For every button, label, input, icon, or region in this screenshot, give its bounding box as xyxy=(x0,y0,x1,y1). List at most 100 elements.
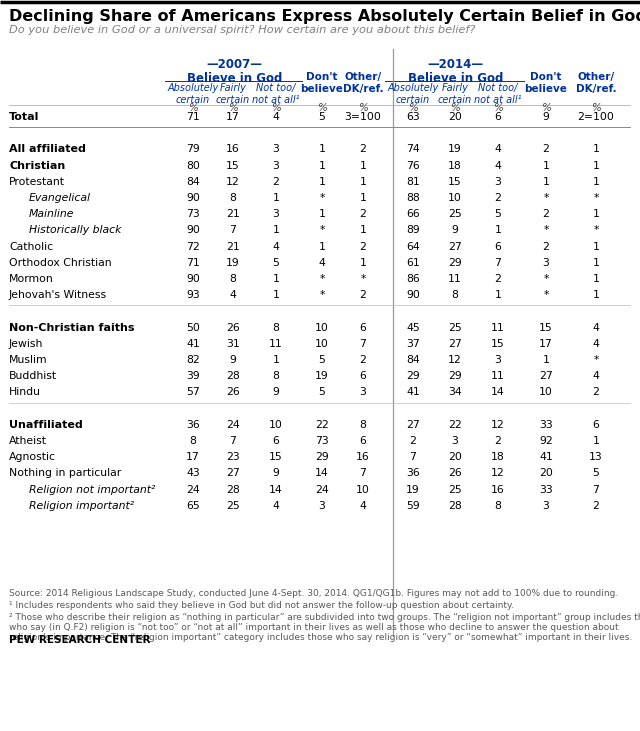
Text: 9: 9 xyxy=(452,225,458,235)
Text: 7: 7 xyxy=(360,469,367,478)
Text: 15: 15 xyxy=(226,161,240,170)
Text: 8: 8 xyxy=(495,501,501,511)
Text: 84: 84 xyxy=(186,177,200,187)
Text: 6: 6 xyxy=(273,436,280,446)
Text: Not too/
not at all¹: Not too/ not at all¹ xyxy=(474,83,522,105)
Text: Declining Share of Americans Express Absolutely Certain Belief in God: Declining Share of Americans Express Abs… xyxy=(9,9,640,24)
Text: 89: 89 xyxy=(406,225,420,235)
Text: 1: 1 xyxy=(360,177,367,187)
Text: Other/
DK/ref.: Other/ DK/ref. xyxy=(342,72,383,94)
Text: 12: 12 xyxy=(448,355,462,365)
Text: 36: 36 xyxy=(186,420,200,430)
Text: *: * xyxy=(319,274,324,284)
Text: 4: 4 xyxy=(495,161,501,170)
Text: 8: 8 xyxy=(189,436,196,446)
Text: Protestant: Protestant xyxy=(9,177,65,187)
Text: 1: 1 xyxy=(273,193,280,203)
Text: 9: 9 xyxy=(273,387,280,398)
Text: 26: 26 xyxy=(226,322,240,333)
Text: 79: 79 xyxy=(186,145,200,154)
Text: 2: 2 xyxy=(593,387,600,398)
Text: 5: 5 xyxy=(319,387,325,398)
Text: %: % xyxy=(188,103,198,113)
Text: 50: 50 xyxy=(186,322,200,333)
Text: 93: 93 xyxy=(186,290,200,300)
Text: 12: 12 xyxy=(491,420,505,430)
Text: 3: 3 xyxy=(452,436,458,446)
Text: 25: 25 xyxy=(448,209,462,219)
Text: 7: 7 xyxy=(360,338,367,349)
Text: 4: 4 xyxy=(495,145,501,154)
Text: Believe in God: Believe in God xyxy=(408,72,503,85)
Text: 3: 3 xyxy=(495,355,501,365)
Text: Not too/
not at all¹: Not too/ not at all¹ xyxy=(252,83,300,105)
Text: 11: 11 xyxy=(269,338,283,349)
Text: 16: 16 xyxy=(356,452,370,462)
Text: Historically black: Historically black xyxy=(29,225,122,235)
Text: 17: 17 xyxy=(539,338,553,349)
Text: 1: 1 xyxy=(495,290,501,300)
Text: Buddhist: Buddhist xyxy=(9,371,57,381)
Text: Source: 2014 Religious Landscape Study, conducted June 4-Sept. 30, 2014. QG1/QG1: Source: 2014 Religious Landscape Study, … xyxy=(9,589,618,598)
Text: 33: 33 xyxy=(539,485,553,495)
Text: 82: 82 xyxy=(186,355,200,365)
Text: Unaffiliated: Unaffiliated xyxy=(9,420,83,430)
Text: Total: Total xyxy=(9,112,40,122)
Text: *: * xyxy=(360,274,365,284)
Text: 3: 3 xyxy=(273,145,280,154)
Text: 37: 37 xyxy=(406,338,420,349)
Text: 4: 4 xyxy=(273,242,280,251)
Text: ¹ Includes respondents who said they believe in God but did not answer the follo: ¹ Includes respondents who said they bel… xyxy=(9,601,514,610)
Text: 7: 7 xyxy=(495,258,501,268)
Text: 12: 12 xyxy=(226,177,240,187)
Text: 6: 6 xyxy=(495,242,501,251)
Text: who say (in Q.F2) religion is “not too” or “not at all” important in their lives: who say (in Q.F2) religion is “not too” … xyxy=(9,623,619,632)
Text: Nothing in particular: Nothing in particular xyxy=(9,469,121,478)
Text: 7: 7 xyxy=(230,225,236,235)
Text: 31: 31 xyxy=(226,338,240,349)
Text: 6: 6 xyxy=(360,371,367,381)
Text: 2: 2 xyxy=(495,274,501,284)
Text: 7: 7 xyxy=(410,452,417,462)
Text: 24: 24 xyxy=(226,420,240,430)
Text: 6: 6 xyxy=(360,322,367,333)
Text: 9: 9 xyxy=(230,355,236,365)
Text: 27: 27 xyxy=(406,420,420,430)
Text: 10: 10 xyxy=(539,387,553,398)
Text: %: % xyxy=(541,103,551,113)
Text: *: * xyxy=(319,290,324,300)
Text: 3: 3 xyxy=(360,387,367,398)
Text: 1: 1 xyxy=(360,193,367,203)
Text: Jehovah's Witness: Jehovah's Witness xyxy=(9,290,107,300)
Text: 3: 3 xyxy=(273,161,280,170)
Text: 43: 43 xyxy=(186,469,200,478)
Text: 22: 22 xyxy=(315,420,329,430)
Text: *: * xyxy=(319,193,324,203)
Text: 4: 4 xyxy=(273,112,280,122)
Text: 73: 73 xyxy=(186,209,200,219)
Text: 7: 7 xyxy=(593,485,600,495)
Text: All affiliated: All affiliated xyxy=(9,145,86,154)
Text: 1: 1 xyxy=(543,355,549,365)
Text: 26: 26 xyxy=(448,469,462,478)
Text: 14: 14 xyxy=(315,469,329,478)
Text: 5: 5 xyxy=(273,258,280,268)
Text: 21: 21 xyxy=(226,209,240,219)
Text: 8: 8 xyxy=(360,420,367,430)
Text: 5: 5 xyxy=(319,355,325,365)
Text: 27: 27 xyxy=(448,242,462,251)
Text: 11: 11 xyxy=(491,322,505,333)
Text: 10: 10 xyxy=(315,322,329,333)
Text: 1: 1 xyxy=(593,145,600,154)
Text: 2: 2 xyxy=(360,209,367,219)
Text: 10: 10 xyxy=(356,485,370,495)
Text: 4: 4 xyxy=(593,338,600,349)
Text: 11: 11 xyxy=(448,274,462,284)
Text: Believe in God: Believe in God xyxy=(187,72,282,85)
Text: 57: 57 xyxy=(186,387,200,398)
Text: 1: 1 xyxy=(273,290,280,300)
Text: 1: 1 xyxy=(593,161,600,170)
Text: Orthodox Christian: Orthodox Christian xyxy=(9,258,111,268)
Text: 81: 81 xyxy=(406,177,420,187)
Text: 1: 1 xyxy=(543,161,549,170)
